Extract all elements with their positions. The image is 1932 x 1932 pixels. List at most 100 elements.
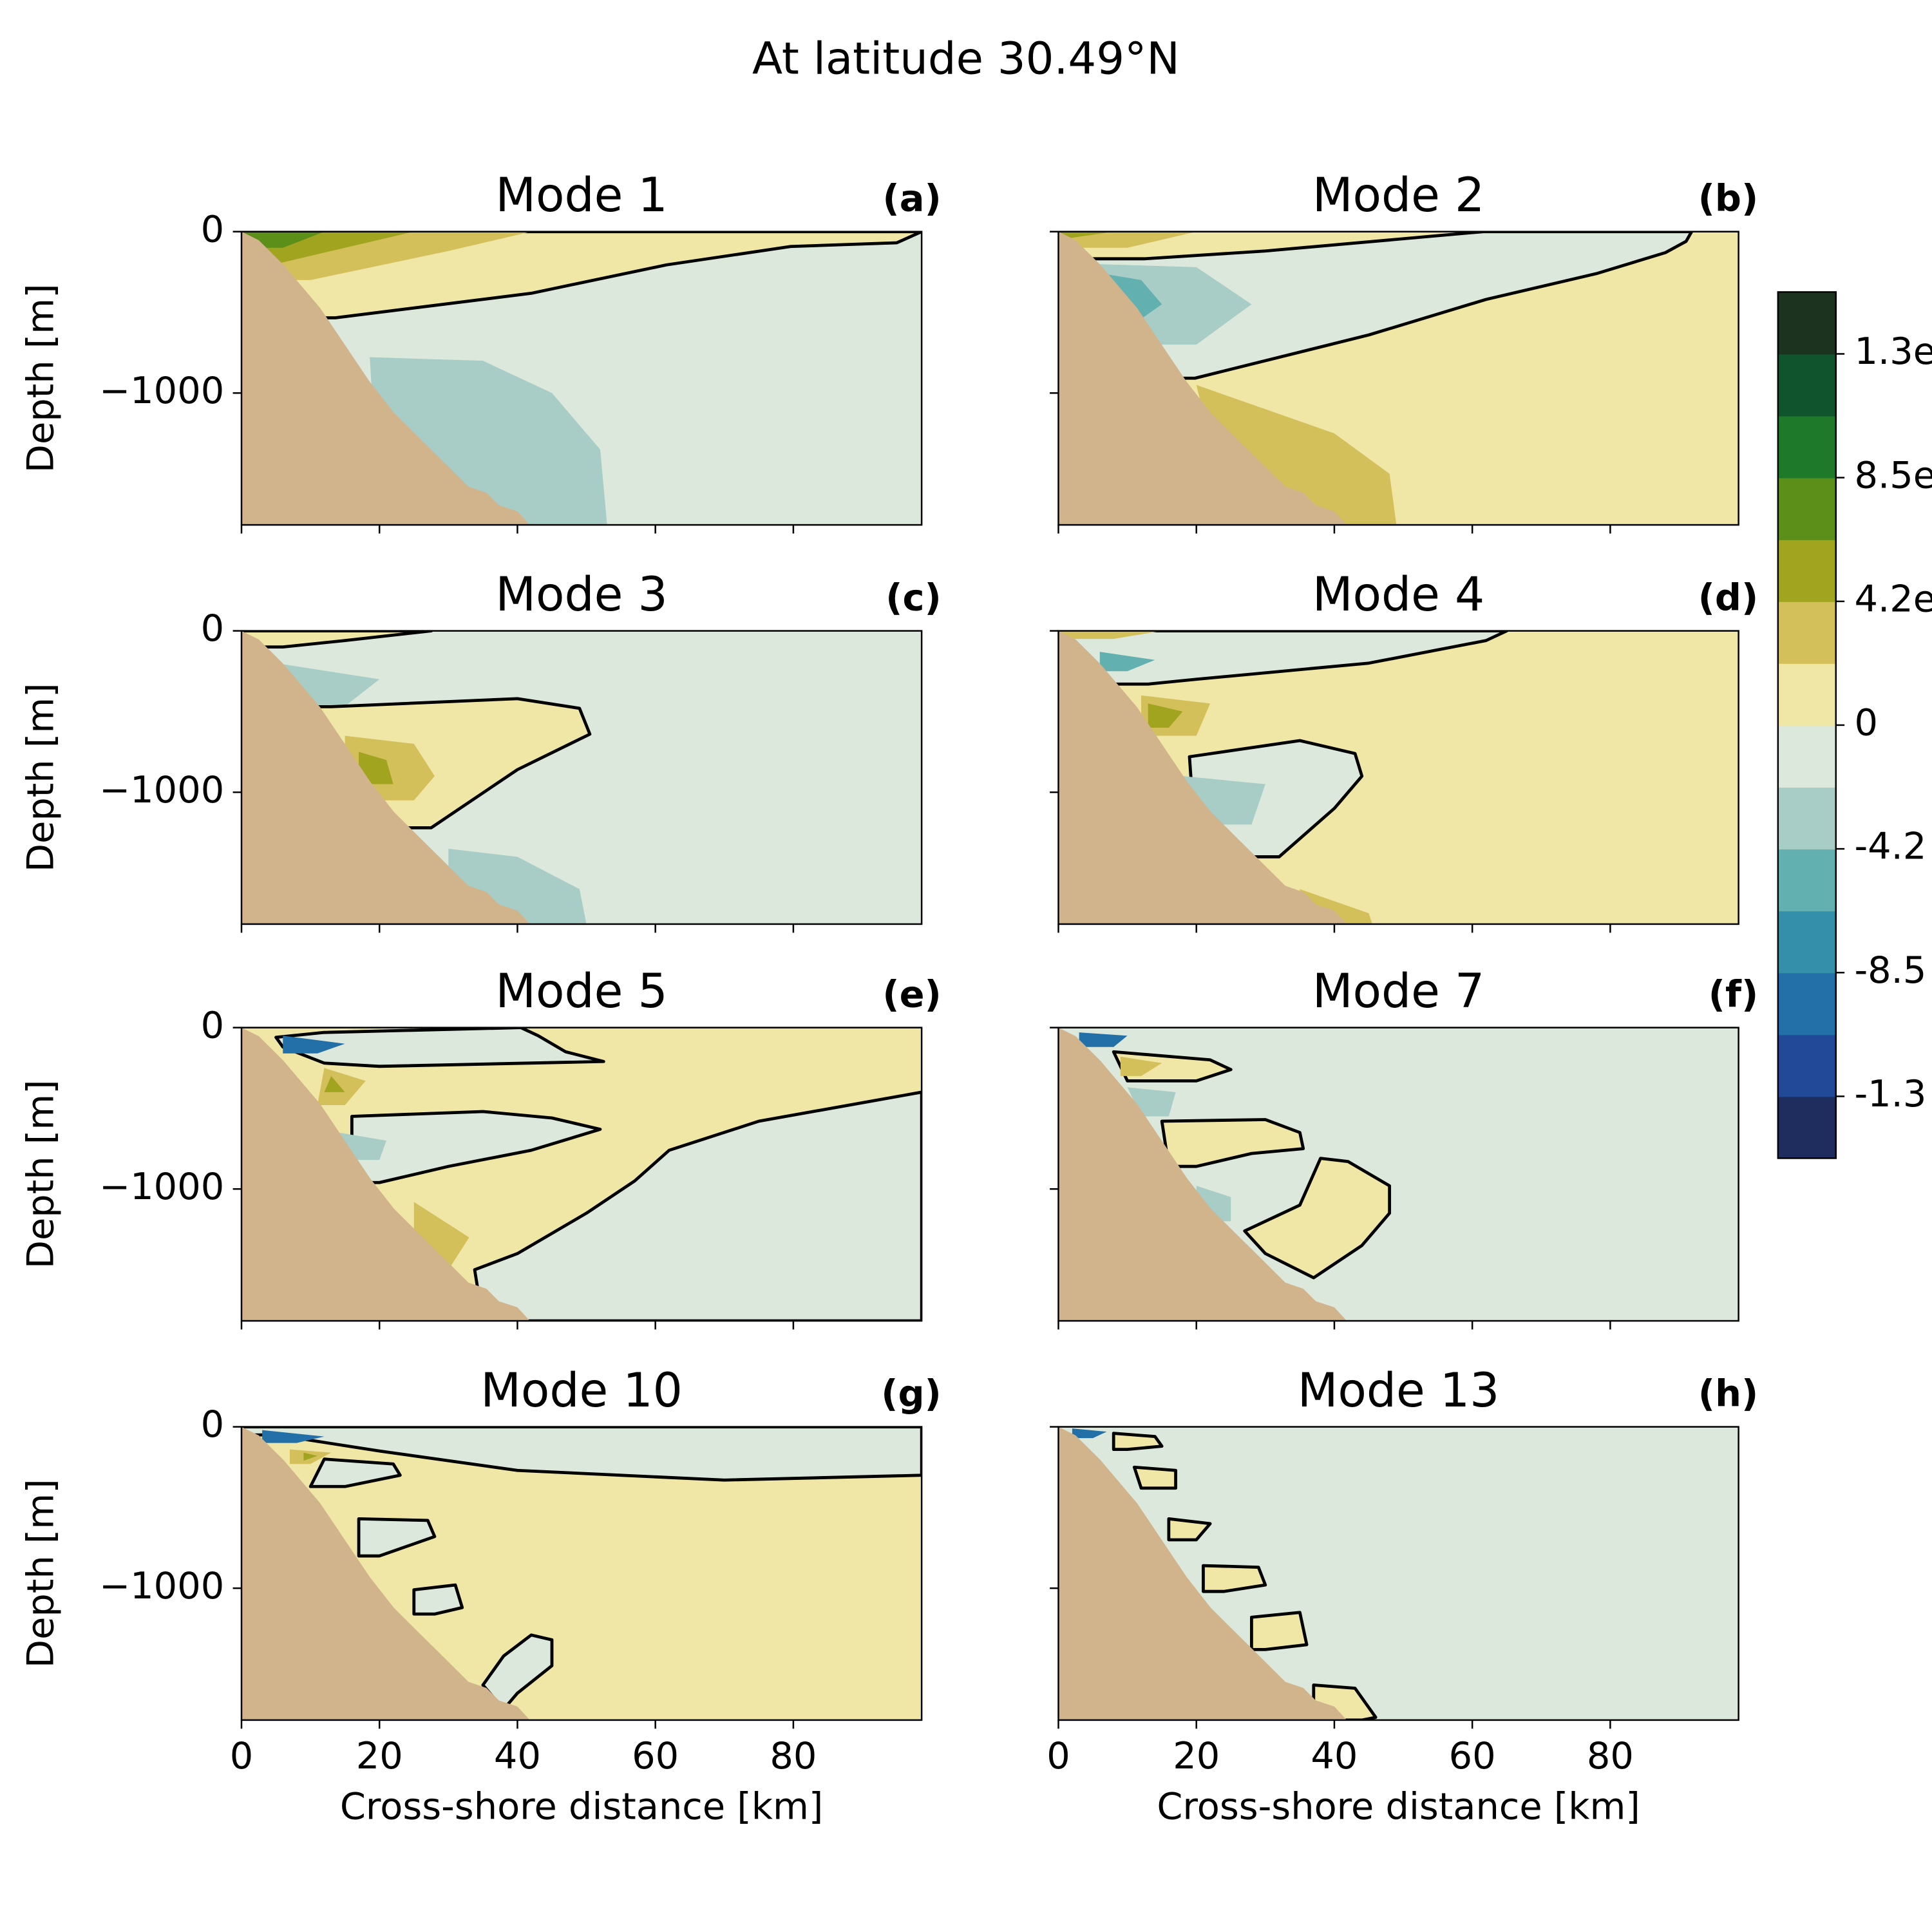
panel <box>1058 1426 1739 1720</box>
contour-region <box>1167 1517 1212 1542</box>
panel-label: (g) <box>881 1372 942 1415</box>
contour-region <box>1079 1032 1128 1047</box>
colorbar-band <box>1777 972 1836 1036</box>
contour-region <box>1120 1056 1162 1076</box>
bathymetry <box>242 630 530 924</box>
bathymetry <box>242 1027 530 1321</box>
colorbar-tick-label: 8.5e <box>1854 453 1932 497</box>
panel-label: (b) <box>1698 176 1759 220</box>
y-tick-label: −1000 <box>99 768 224 811</box>
axes-frame <box>240 231 923 526</box>
colorbar-band <box>1777 477 1836 540</box>
colorbar-band <box>1777 911 1836 974</box>
x-tick-label: 40 <box>1311 1734 1358 1777</box>
y-axis-label: Depth [m] <box>19 1479 62 1668</box>
contour-region <box>1243 1157 1392 1280</box>
axes-frame <box>240 1426 923 1721</box>
panel-label: (f) <box>1709 972 1758 1016</box>
colorbar-band <box>1777 601 1836 664</box>
colorbar-band <box>1777 354 1836 417</box>
contour-region <box>1202 1564 1267 1593</box>
bathymetry <box>1058 1426 1347 1720</box>
colorbar-band <box>1777 539 1836 602</box>
colorbar-band <box>1777 787 1836 850</box>
y-axis-label: Depth [m] <box>19 683 62 872</box>
x-axis-label: Cross-shore distance [km] <box>1157 1785 1640 1828</box>
colorbar-band <box>1777 292 1836 355</box>
y-tick-label: 0 <box>201 1403 225 1446</box>
x-axis-label: Cross-shore distance [km] <box>340 1785 823 1828</box>
y-axis-label: Depth [m] <box>19 1080 62 1269</box>
bathymetry <box>242 1426 530 1720</box>
bathymetry <box>1058 630 1347 924</box>
panel-title: Mode 7 <box>1312 965 1484 1019</box>
contour-region <box>1058 630 1162 639</box>
colorbar-band <box>1777 849 1836 912</box>
colorbar-band <box>1777 1034 1836 1097</box>
x-tick-label: 0 <box>230 1734 254 1777</box>
panel-title: Mode 1 <box>495 169 667 223</box>
contour-region <box>317 1068 366 1105</box>
colorbar-band <box>1777 415 1836 478</box>
panel-title: Mode 2 <box>1312 169 1484 223</box>
colorbar-tick-label: 4.2e <box>1854 577 1932 620</box>
panel-label: (d) <box>1698 576 1759 619</box>
contour-region <box>1058 231 1197 248</box>
y-tick-label: 0 <box>201 207 225 251</box>
colorbar-band <box>1777 663 1836 726</box>
x-tick-label: 60 <box>632 1734 679 1777</box>
panel-title: Mode 13 <box>1298 1364 1500 1418</box>
panel-label: (a) <box>883 176 942 220</box>
contour-region <box>1250 1611 1309 1651</box>
contour-region <box>1148 703 1183 728</box>
panel <box>1058 1027 1739 1321</box>
contour-region <box>412 1583 464 1616</box>
colorbar-tick-label: -4.2 <box>1854 825 1926 868</box>
axes-frame <box>240 1027 923 1322</box>
panel-title: Mode 10 <box>480 1364 683 1418</box>
x-tick-label: 40 <box>494 1734 541 1777</box>
panel-label: (e) <box>882 972 941 1016</box>
panel <box>242 630 922 924</box>
colorbar-band <box>1777 724 1836 788</box>
bathymetry <box>242 231 530 526</box>
panel <box>242 1426 922 1720</box>
colorbar-tick-label: 0 <box>1854 701 1878 744</box>
y-tick-label: 0 <box>201 607 225 650</box>
contour-region <box>473 1090 922 1321</box>
axes-frame <box>1057 231 1739 526</box>
figure-title: At latitude 30.49°N <box>752 33 1180 85</box>
panel-label: (h) <box>1698 1372 1758 1415</box>
y-tick-label: −1000 <box>99 369 224 412</box>
panel-title: Mode 4 <box>1312 568 1484 622</box>
y-tick-label: 0 <box>201 1003 225 1046</box>
colorbar-tick-label: -1.3 <box>1854 1072 1926 1115</box>
y-tick-label: −1000 <box>99 1165 224 1208</box>
x-tick-label: 60 <box>1449 1734 1496 1777</box>
y-tick-label: −1000 <box>99 1564 224 1607</box>
colorbar-band <box>1777 1096 1836 1159</box>
axes-frame <box>1057 1027 1739 1322</box>
contour-region <box>1112 1432 1164 1452</box>
x-tick-label: 80 <box>1587 1734 1634 1777</box>
panel <box>1058 630 1739 924</box>
panel <box>242 231 922 526</box>
bathymetry <box>1058 1027 1347 1321</box>
x-tick-label: 0 <box>1046 1734 1070 1777</box>
axes-frame <box>240 630 923 925</box>
contour-region <box>324 1075 345 1092</box>
contour-region <box>357 1517 437 1558</box>
colorbar-tick-label: -8.5 <box>1854 949 1926 992</box>
panel <box>242 1027 922 1321</box>
axes-frame <box>1057 1426 1739 1721</box>
x-tick-label: 20 <box>1173 1734 1220 1777</box>
x-tick-label: 80 <box>770 1734 817 1777</box>
contour-region <box>308 1457 402 1488</box>
bathymetry <box>1058 231 1347 526</box>
contour-region <box>1099 652 1155 672</box>
panel-title: Mode 5 <box>495 965 667 1019</box>
contour-region <box>359 752 393 784</box>
y-axis-label: Depth [m] <box>19 284 62 473</box>
